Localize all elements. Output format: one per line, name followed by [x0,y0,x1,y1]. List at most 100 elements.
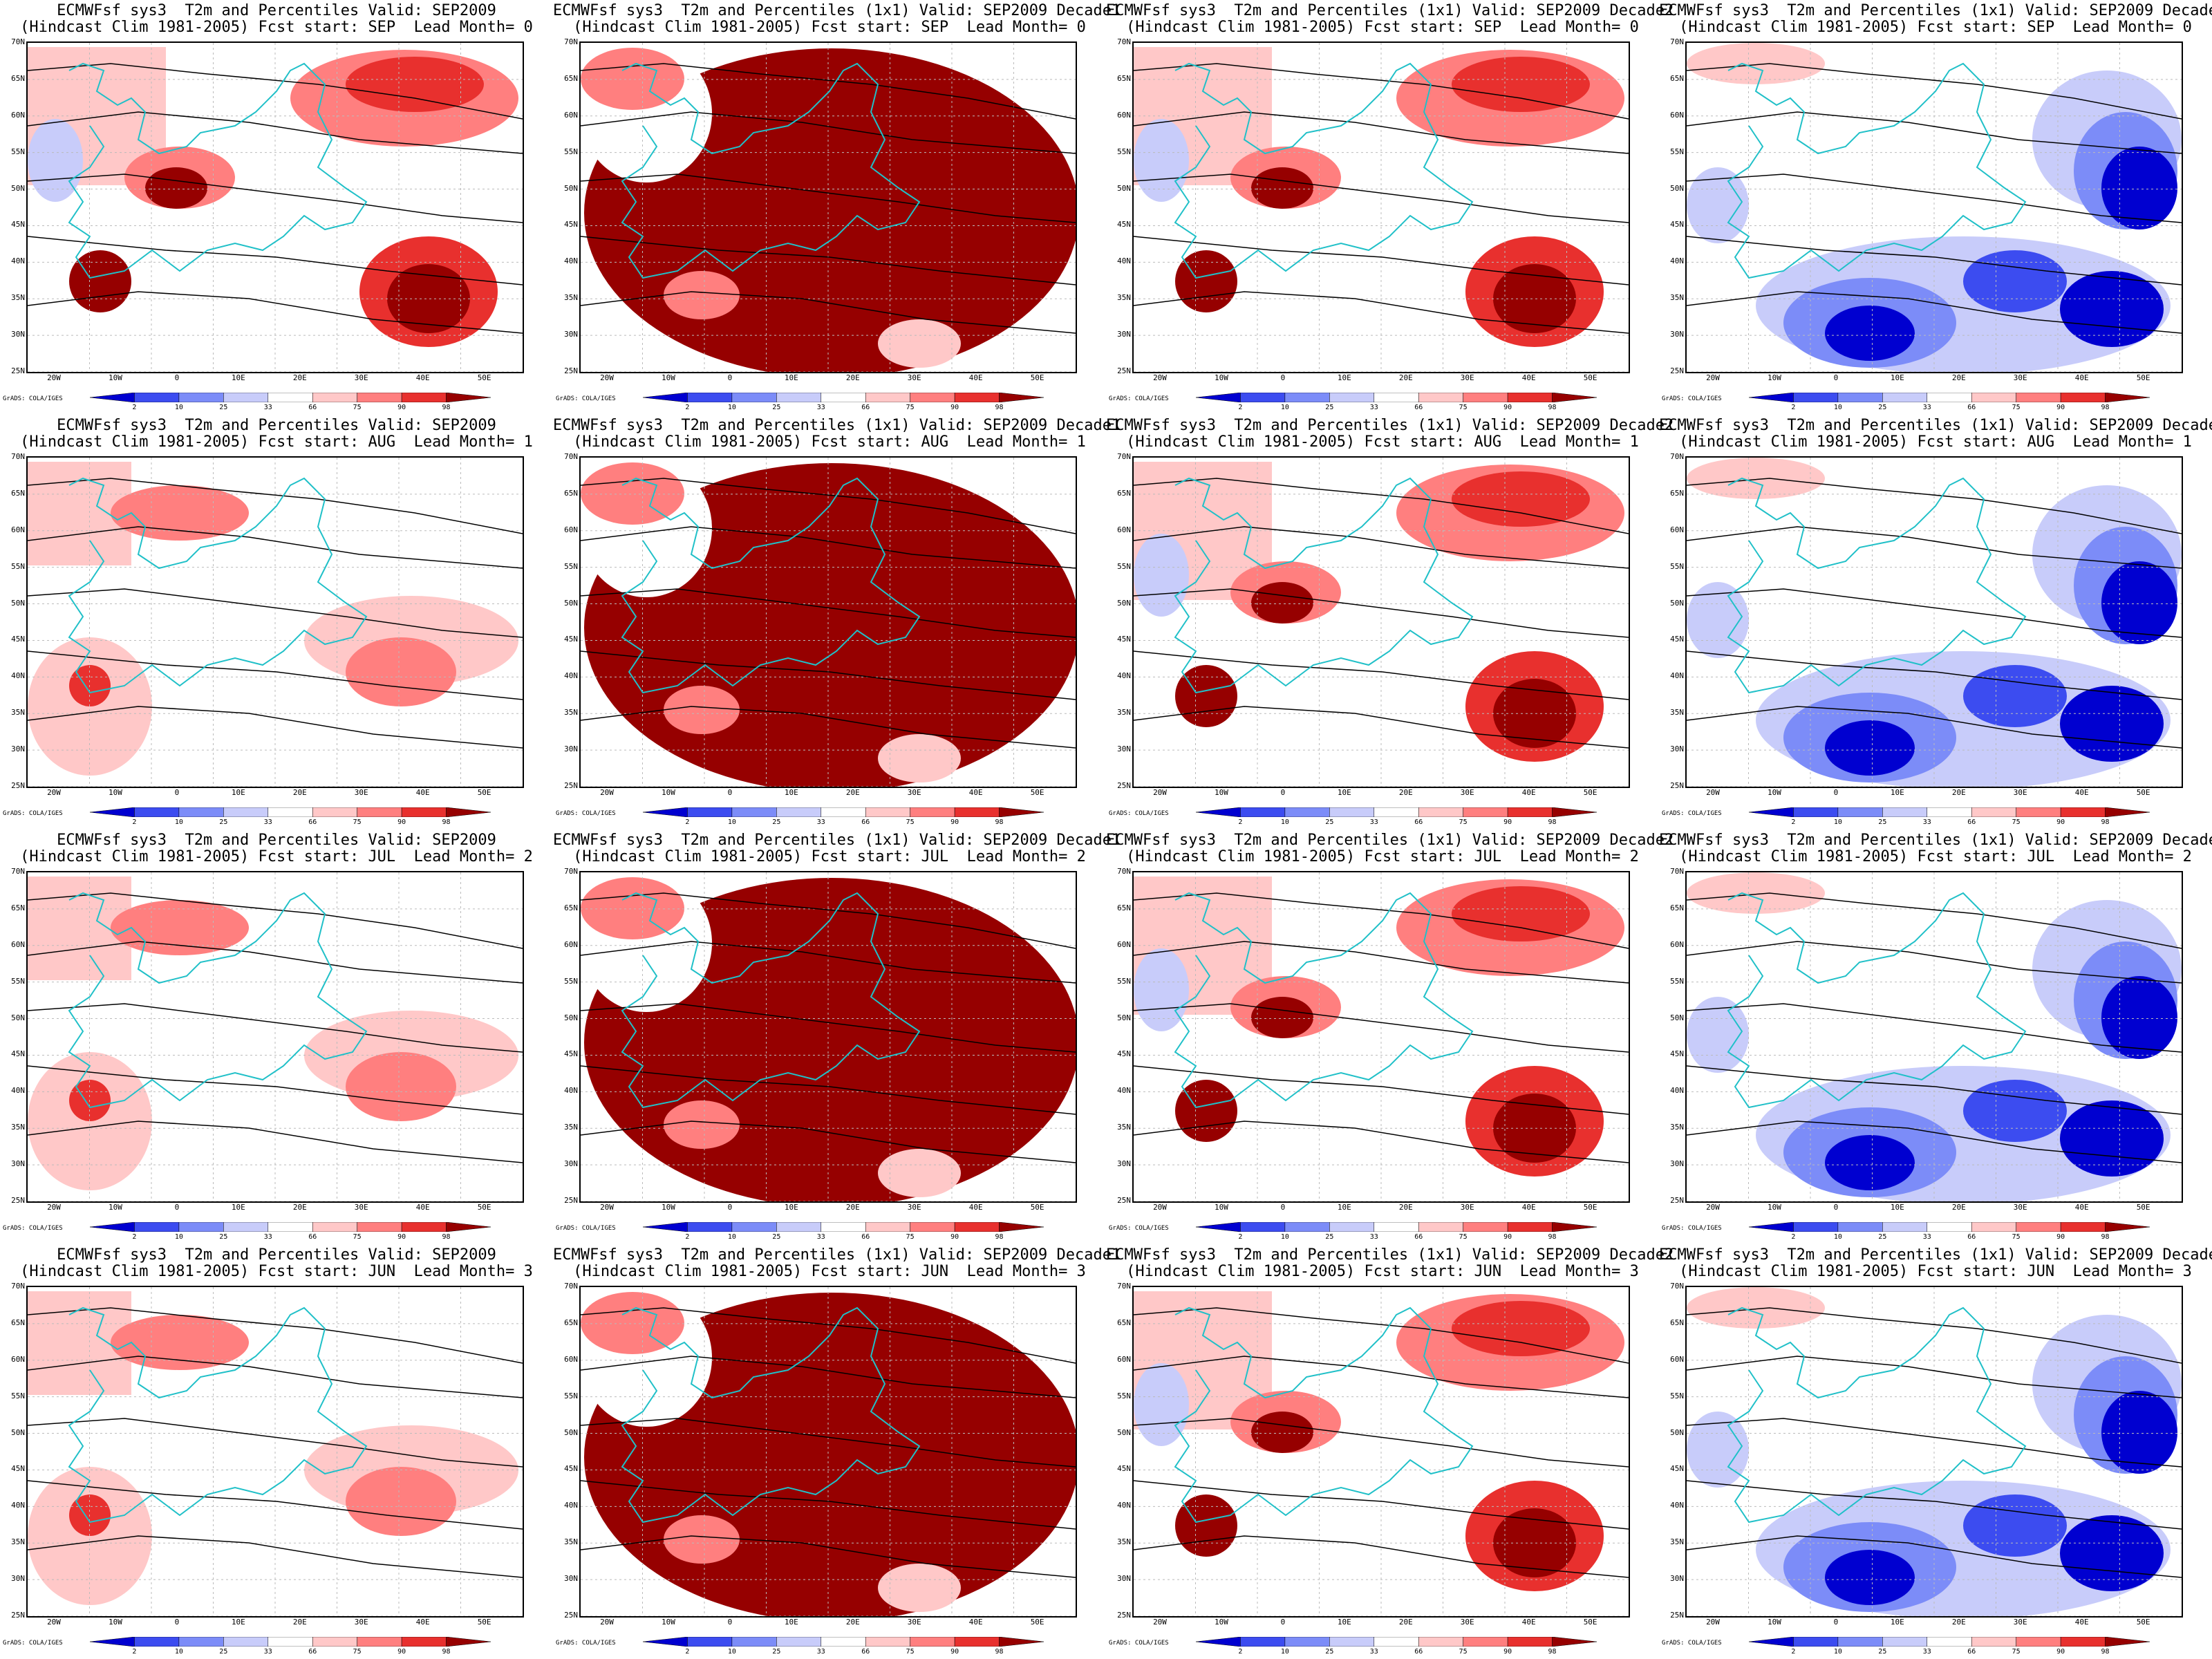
longitude-label: 20E [292,1203,307,1212]
percentile-shading [2101,976,2177,1059]
panel-subtitle: (Hindcast Clim 1981-2005) Fcst start: AU… [1126,433,1639,451]
percentile-shading [1825,1550,1915,1605]
latitude-label: 40N [1670,671,1684,681]
grads-credit: GrADS: COLA/IGES [556,1225,616,1232]
forecast-panel: ECMWFsf sys3 T2m and Percentiles (1x1) V… [1106,830,1674,1244]
latitude-label: 25N [1670,1196,1684,1205]
colorbar-swatch [1793,1222,1839,1232]
t2m-isotherm [1687,174,2182,223]
longitude-label: 20W [47,373,61,382]
colorbar-swatch [1418,807,1463,817]
percentile-shading [346,1467,456,1536]
colorbar-swatch [1793,1637,1839,1647]
grads-credit: GrADS: COLA/IGES [3,810,63,817]
longitude-label: 20E [292,788,307,797]
panel-title: ECMWFsf sys3 T2m and Percentiles Valid: … [57,1246,496,1264]
percentile-shading [1493,679,1576,748]
latitude-label: 50N [1670,1013,1684,1022]
colorbar-swatch [1240,1222,1286,1232]
colorbar-swatch [1793,807,1839,817]
colorbar-swatch [776,393,822,402]
colorbar-label: 25 [1325,1648,1334,1656]
colorbar-swatch [910,1637,955,1647]
longitude-label: 50E [477,788,491,797]
colorbar-swatch [312,1222,357,1232]
forecast-panel: ECMWFsf sys3 T2m and Percentiles (1x1) V… [553,830,1121,1244]
percentile-shading [1175,665,1237,727]
latitude-label: 30N [1670,1159,1684,1169]
latitude-label: 40N [11,256,25,266]
colorbar-swatch [2060,807,2106,817]
panel-subtitle: (Hindcast Clim 1981-2005) Fcst start: JU… [1126,848,1639,865]
panel-subtitle: (Hindcast Clim 1981-2005) Fcst start: AU… [1679,433,2192,451]
latitude-label: 30N [564,1159,578,1169]
forecast-panel: ECMWFsf sys3 T2m and Percentiles (1x1) V… [1659,0,2212,415]
panel-subtitle: (Hindcast Clim 1981-2005) Fcst start: JU… [20,848,533,865]
colorbar-label: 25 [1878,1233,1887,1241]
percentile-shading [1175,1494,1237,1557]
t2m-isotherm [1134,892,1629,949]
percentile-shading [1452,886,1590,941]
latitude-label: 50N [564,1427,578,1437]
colorbar-label: 2 [685,818,690,826]
temperature-percentile-map [1132,456,1630,788]
latitude-label: 35N [1670,1123,1684,1132]
latitude-label: 25N [11,366,25,375]
colorbar-label: 25 [772,1648,781,1656]
forecast-panel: ECMWFsf sys3 T2m and Percentiles (1x1) V… [553,1244,1121,1659]
colorbar-label: 2 [132,818,137,826]
grads-credit: GrADS: COLA/IGES [1109,1225,1169,1232]
grads-credit: GrADS: COLA/IGES [1662,1640,1722,1647]
colorbar-label: 25 [1325,1233,1334,1241]
colorbar-swatch [1418,393,1463,402]
colorbar-label: 90 [1503,404,1512,411]
percentile-shading [1452,57,1590,112]
colorbar-label: 25 [772,1233,781,1241]
longitude-label: 30E [1460,788,1474,797]
colorbar-swatch [821,1222,866,1232]
latitude-label: 55N [564,1391,578,1400]
longitude-label: 20W [1153,1618,1167,1627]
colorbar-swatch [446,393,491,402]
longitude-label: 20W [600,1203,614,1212]
latitude-label: 70N [11,1282,25,1291]
percentile-shading [581,877,684,939]
coastline [1727,62,2027,279]
latitude-label: 40N [1670,1501,1684,1510]
percentile-shading [1825,1135,1915,1190]
longitude-label: 10E [1890,1618,1904,1627]
colorbar-label: 98 [995,1648,1004,1656]
temperature-percentile-map [579,871,1077,1203]
percentile-shading [346,1052,456,1121]
longitude-label: 30E [2013,788,2027,797]
colorbar-swatch [643,807,688,817]
colorbar-label: 2 [1791,1648,1796,1656]
colorbar-swatch [1837,807,1883,817]
temperature-percentile-map [1685,456,2183,788]
colorbar-swatch [446,807,491,817]
latitude-label: 25N [1670,781,1684,790]
latitude-label: 30N [1670,1574,1684,1584]
latitude-label: 30N [1670,330,1684,339]
colorbar-swatch [954,1222,1000,1232]
grads-credit: GrADS: COLA/IGES [1109,395,1169,402]
latitude-label: 45N [1117,635,1131,644]
percentile-shading [1452,1301,1590,1356]
t2m-isotherm [28,1121,523,1163]
t2m-isotherm [1687,63,2182,120]
temperature-percentile-map [1685,41,2183,373]
longitude-label: 20W [1706,788,1720,797]
latitude-label: 40N [1117,671,1131,681]
longitude-label: 30E [2013,1203,2027,1212]
colorbar-label: 2 [1791,404,1796,411]
longitude-label: 10E [784,1203,798,1212]
latitude-label: 55N [564,147,578,156]
latitude-label: 50N [564,183,578,193]
colorbar-swatch [1837,393,1883,402]
t2m-isotherm [581,174,1076,223]
colorbar-swatch [1507,1637,1553,1647]
latitude-label: 55N [1670,976,1684,986]
colorbar-label: 75 [906,1233,915,1241]
longitude-label: 10E [784,373,798,382]
colorbar-label: 10 [174,1648,183,1656]
